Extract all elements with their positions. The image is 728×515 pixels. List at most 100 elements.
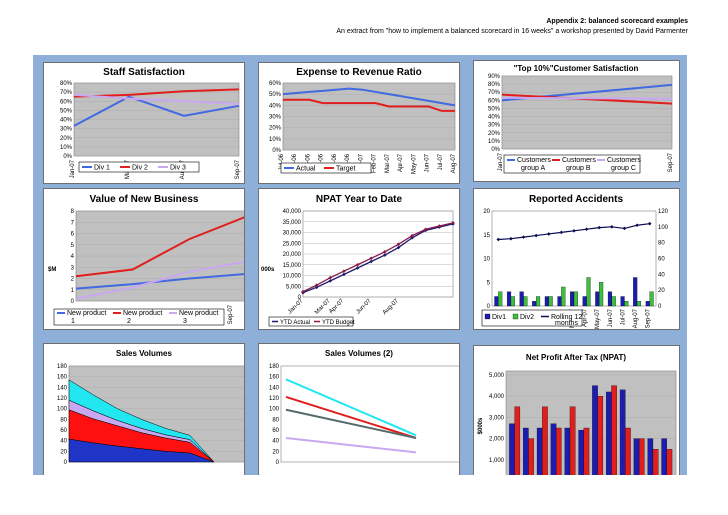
sales-y-tick: 60 bbox=[60, 428, 67, 434]
bar-1 bbox=[582, 296, 587, 307]
chart-title: Reported Accidents bbox=[529, 194, 624, 205]
x-tick-label: Sep-07 bbox=[228, 304, 234, 324]
legend bbox=[53, 308, 225, 326]
bar-2 bbox=[510, 296, 515, 307]
x-tick-label: Jan-07 bbox=[70, 159, 76, 178]
newbiz-y-tick: 6 bbox=[71, 232, 75, 238]
data-point bbox=[410, 236, 414, 240]
x-tick-label: Apr-07 bbox=[328, 298, 345, 315]
new-business-panel: Value of New Business $M 0 1 2 3 4 5 6 7 8 Sep-07 Ne… bbox=[43, 188, 245, 330]
bar-1 bbox=[620, 296, 625, 307]
accidents-y-tick: 10 bbox=[483, 257, 490, 263]
legend-swatch bbox=[484, 313, 491, 320]
chart-title: "Top 10%"Customer Satisfaction bbox=[514, 64, 639, 73]
top10-y-tick: 60% bbox=[488, 98, 501, 104]
bar-2 bbox=[638, 438, 645, 475]
bar-2 bbox=[536, 296, 541, 307]
expense-y-tick: 20% bbox=[269, 126, 282, 132]
accidents-y2-tick: 60 bbox=[658, 257, 665, 263]
top10-y-tick: 30% bbox=[488, 123, 501, 129]
bar-2 bbox=[548, 296, 553, 307]
newbiz-y-tick: 5 bbox=[71, 243, 75, 249]
bar-2 bbox=[542, 406, 548, 475]
top10-y-tick: 90% bbox=[488, 74, 501, 80]
sales-y-tick: 0 bbox=[64, 460, 68, 466]
legend-label: Div1 bbox=[492, 314, 506, 321]
data-point bbox=[410, 233, 414, 238]
bar-1 bbox=[523, 427, 529, 475]
bar-2 bbox=[625, 427, 631, 475]
chart-svg: Staff Satisfaction 0% 10% 20% 30% 40% 50% 60% 70… bbox=[60, 67, 241, 179]
npat-ytd-panel: NPAT Year to Date 000s 0 5,000 10,000 15,000 2… bbox=[258, 188, 460, 330]
accidents-y-tick: 15 bbox=[483, 233, 490, 239]
staff-y-tick: 70% bbox=[60, 90, 73, 96]
series-line-1 bbox=[285, 378, 417, 437]
data-point bbox=[534, 233, 538, 238]
data-point bbox=[559, 230, 564, 235]
npat-y-tick: 35,000 bbox=[283, 220, 302, 226]
bar-2 bbox=[523, 296, 528, 307]
expense-y-tick: 50% bbox=[269, 92, 282, 98]
legend-label: Target bbox=[336, 166, 356, 173]
sales-y-tick: 120 bbox=[57, 396, 68, 402]
bar-2 bbox=[573, 291, 578, 307]
sales2-y-tick: 100 bbox=[269, 407, 280, 413]
bar-1 bbox=[564, 427, 571, 475]
npat-y-tick: 0 bbox=[298, 295, 302, 301]
x-tick-label: Sep-07 bbox=[646, 308, 652, 328]
bar-1 bbox=[633, 438, 640, 475]
bar-1 bbox=[536, 427, 543, 475]
chart-svg: Expense to Revenue Ratio 0% 10% 20% 30% 40% 50… bbox=[269, 67, 457, 174]
expense-y-tick: 40% bbox=[269, 103, 282, 109]
bar-2 bbox=[636, 301, 642, 307]
top10-y-tick: 40% bbox=[488, 115, 501, 121]
series-line-3 bbox=[285, 408, 417, 439]
bar-2 bbox=[528, 438, 534, 475]
legend-label: YTD Actual bbox=[280, 320, 310, 326]
x-tick-label: Aug-07 bbox=[451, 153, 457, 173]
data-point bbox=[423, 227, 428, 232]
series-line-2 bbox=[285, 395, 417, 439]
staff-y-tick: 0% bbox=[63, 154, 72, 160]
bar-2 bbox=[624, 301, 629, 307]
npat-y-tick: 30,000 bbox=[283, 231, 302, 237]
chart-svg: NPAT Year to Date 000s 0 5,000 10,000 15,000 2… bbox=[261, 194, 455, 327]
sales-volumes-2-panel: Sales Volumes (2) 0 20 40 60 80 100 120 140 160 18… bbox=[258, 343, 460, 475]
legend-label: 1 bbox=[71, 318, 75, 325]
series-line-1 bbox=[302, 223, 454, 294]
bar-2 bbox=[652, 449, 659, 475]
sales-y-tick: 140 bbox=[57, 385, 68, 391]
accidents-y2-tick: 20 bbox=[658, 288, 665, 294]
legend-label: group A bbox=[521, 165, 545, 172]
bar-1 bbox=[570, 291, 575, 307]
legend-label: New product bbox=[67, 310, 106, 317]
legend-label: Customers bbox=[607, 157, 641, 164]
bar-1 bbox=[550, 423, 557, 475]
bar-2 bbox=[561, 286, 566, 307]
accidents-y2-tick: 0 bbox=[658, 304, 662, 310]
bar-1 bbox=[619, 389, 626, 475]
series-line-1 bbox=[73, 95, 240, 127]
npat-y-tick: 15,000 bbox=[283, 263, 302, 269]
staff-y-tick: 30% bbox=[60, 127, 73, 133]
series-line-3 bbox=[501, 96, 673, 100]
newbiz-y-tick: 1 bbox=[71, 288, 75, 294]
bar-1 bbox=[606, 391, 612, 475]
bar-1 bbox=[519, 291, 524, 307]
newbiz-y-tick: 7 bbox=[71, 220, 75, 226]
legend-label: Div 1 bbox=[94, 165, 110, 172]
legend bbox=[503, 154, 641, 174]
sales2-y-tick: 60 bbox=[272, 428, 279, 434]
sales-y-tick: 100 bbox=[57, 407, 68, 413]
series-line-2 bbox=[283, 98, 455, 112]
netprofit-y-tick: 1,000 bbox=[489, 458, 505, 464]
data-point bbox=[546, 232, 551, 236]
sales-y-tick: 160 bbox=[57, 375, 68, 381]
bar-1 bbox=[592, 385, 598, 475]
accidents-y-tick: 5 bbox=[487, 280, 491, 286]
x-tick-label: Apr-07 bbox=[398, 153, 404, 172]
chart-svg: Sales Volumes 0 20 40 60 80 100 120 140 160 180 bbox=[57, 349, 244, 466]
sales2-y-tick: 20 bbox=[272, 449, 279, 455]
top10-y-tick: 50% bbox=[488, 106, 501, 112]
x-tick-label: Jun-07 bbox=[425, 153, 431, 172]
